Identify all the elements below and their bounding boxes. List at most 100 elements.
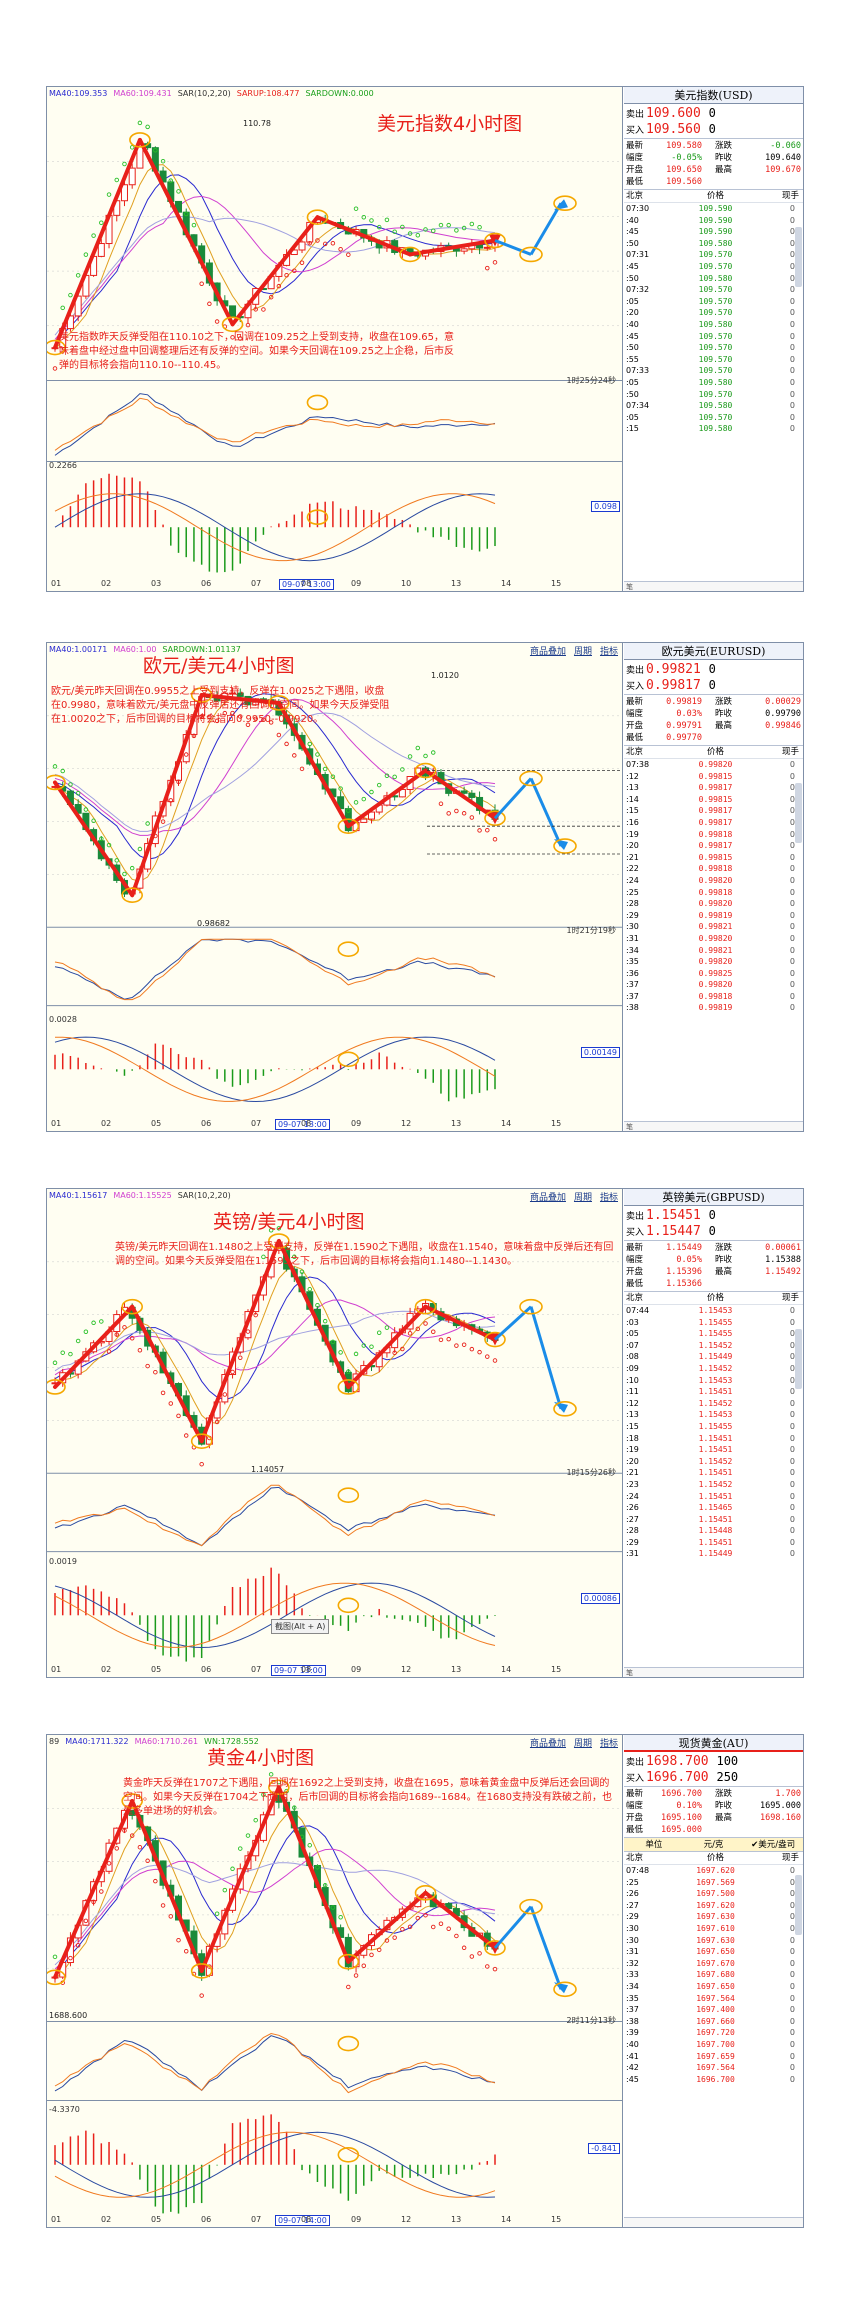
sar-dot xyxy=(183,211,189,217)
tick-volume: 0 xyxy=(789,2074,795,2084)
indicator-bar: MA40:1.15617 MA60:1.15525 SAR(10,2,20) xyxy=(49,1191,621,1205)
x-tick-label: 01 xyxy=(51,1119,62,1128)
sell-price-row: 卖出 1.15451 0 xyxy=(626,1207,801,1223)
x-tick-label: 09 xyxy=(351,2215,362,2224)
sar-dot xyxy=(168,1401,174,1406)
sar-dot xyxy=(106,1861,112,1866)
tick-time: :05 xyxy=(626,377,639,387)
sar-dot xyxy=(75,273,81,278)
stat-label: 最低 xyxy=(626,177,644,187)
buy-price-volume: 0 xyxy=(708,1224,716,1238)
tick-row: :34 0.99821 0 xyxy=(624,945,803,957)
unit-selector[interactable]: 单位 元/克 ✔美元/盎司 xyxy=(624,1838,803,1852)
sar-dot xyxy=(430,1924,436,1930)
tick-time: :15 xyxy=(626,424,639,434)
tick-row: 07:31 109.570 0 xyxy=(624,249,803,261)
sar-dot xyxy=(430,228,436,233)
sar-dot xyxy=(52,1360,58,1366)
tick-row: :16 0.99817 0 xyxy=(624,817,803,829)
scrollbar[interactable] xyxy=(795,783,802,843)
buy-price: 1.15447 xyxy=(646,1224,709,1239)
chart-area[interactable]: 89 MA40:1711.322 MA60:1710.261 WN:1728.552 … xyxy=(47,1735,623,2227)
stat-label: 最低 xyxy=(626,1825,644,1835)
tick-time: :40 xyxy=(626,319,639,329)
chart-area[interactable]: MA40:1.00171 MA60:1.00 SARDOWN:1.01137 商品叠… xyxy=(47,643,623,1131)
stat-value: 1.15449 xyxy=(666,1243,702,1253)
sell-price: 1698.700 xyxy=(646,1754,717,1769)
tick-time: :18 xyxy=(626,1433,639,1443)
tick-row: :55 109.570 0 xyxy=(624,354,803,366)
quote-footer: 笔 xyxy=(624,1121,803,1131)
tick-volume: 0 xyxy=(789,910,795,920)
tick-time: :05 xyxy=(626,1329,639,1339)
pivot-circle xyxy=(414,1885,437,1901)
chart-tabs[interactable]: 商品叠加 周期 指标 xyxy=(522,1736,618,1749)
projection-arrow xyxy=(529,777,563,847)
scrollbar[interactable] xyxy=(795,1875,802,1935)
chart-tab[interactable]: 指标 xyxy=(599,1739,618,1749)
tick-row: :45 109.590 0 xyxy=(624,226,803,238)
tick-price: 1.15455 xyxy=(698,1317,733,1327)
tick-row: :50 109.580 0 xyxy=(624,238,803,250)
chart-tab[interactable]: 商品叠加 xyxy=(529,1193,566,1203)
candle-body xyxy=(460,248,468,252)
stat-label: 幅度 xyxy=(626,709,644,719)
candle-body xyxy=(128,167,136,186)
tick-volume: 0 xyxy=(789,1981,795,1991)
sar-dot xyxy=(307,1843,312,1848)
chart-area[interactable]: MA40:1.15617 MA60:1.15525 SAR(10,2,20) 商品叠… xyxy=(47,1189,623,1677)
chart-tab[interactable]: 周期 xyxy=(573,647,592,657)
chart-tabs[interactable]: 商品叠加 周期 指标 xyxy=(522,644,618,657)
bid-ask: 卖出 109.600 0 买入 109.560 0 xyxy=(624,104,803,139)
chart-tabs[interactable]: 商品叠加 周期 指标 xyxy=(522,1190,618,1203)
sar-dot xyxy=(106,192,112,197)
scrollbar[interactable] xyxy=(795,1329,802,1389)
buy-price-label: 买入 xyxy=(626,682,645,692)
sar-dot xyxy=(276,283,282,289)
indicator-value: MA60:1710.261 xyxy=(134,1737,199,1746)
unit-option[interactable]: 单位 xyxy=(645,1840,663,1850)
x-tick-label: 06 xyxy=(201,579,212,588)
tick-volume: 0 xyxy=(789,2051,795,2061)
tick-row: :24 1.15451 0 xyxy=(624,1491,803,1503)
sar-dot xyxy=(60,305,65,311)
chart-tab[interactable]: 指标 xyxy=(599,1193,618,1203)
sar-dot xyxy=(253,1817,258,1823)
chart-tab[interactable]: 商品叠加 xyxy=(529,1739,566,1749)
tick-volume: 0 xyxy=(789,829,795,839)
macd-line xyxy=(54,2131,496,2198)
sar-dot xyxy=(330,1339,336,1345)
chart-tab[interactable]: 周期 xyxy=(573,1193,592,1203)
unit-option[interactable]: 元/克 xyxy=(703,1840,724,1850)
chart-title: 欧元/美元4小时图 xyxy=(143,655,295,677)
moving-average-line xyxy=(54,174,496,344)
chart-area[interactable]: MA40:109.353 MA60:109.431 SAR(10,2,20) SARU… xyxy=(47,87,623,591)
sar-dot xyxy=(376,782,382,788)
scrollbar[interactable] xyxy=(795,227,802,287)
stat-row: 幅度 0.03% 昨收 0.99790 xyxy=(626,708,801,720)
indicator-value: 89 xyxy=(49,1737,60,1746)
trend-line xyxy=(276,700,351,829)
tick-price: 0.99820 xyxy=(698,980,733,990)
tick-volume: 0 xyxy=(789,1433,795,1443)
chart-tab[interactable]: 周期 xyxy=(573,1739,592,1749)
indicator-value: SAR(10,2,20) xyxy=(177,89,231,98)
sar-dot xyxy=(485,1964,490,1969)
tick-time: :36 xyxy=(626,968,639,978)
chart-tab[interactable]: 指标 xyxy=(599,647,618,657)
macd-value-box: 0.098 xyxy=(591,501,620,512)
unit-option[interactable]: ✔美元/盎司 xyxy=(751,1840,796,1850)
tick-volume: 0 xyxy=(789,2016,795,2026)
sar-dot xyxy=(400,1926,405,1932)
x-axis: 01 02 05 06 07 08 09 12 13 14 15 xyxy=(47,2213,622,2227)
sar-dot xyxy=(284,741,289,747)
tick-price: 109.590 xyxy=(698,204,733,213)
tick-row: :28 1.15448 0 xyxy=(624,1525,803,1537)
date-cursor-box: 09-07 14:00 xyxy=(275,2215,330,2226)
tick-price: 1.15451 xyxy=(698,1433,733,1443)
tick-price: 1.15451 xyxy=(698,1514,733,1524)
moving-average-line xyxy=(54,1265,496,1424)
tick-price: 109.590 xyxy=(698,227,733,237)
tick-volume: 0 xyxy=(789,1537,795,1547)
chart-tab[interactable]: 商品叠加 xyxy=(529,647,566,657)
